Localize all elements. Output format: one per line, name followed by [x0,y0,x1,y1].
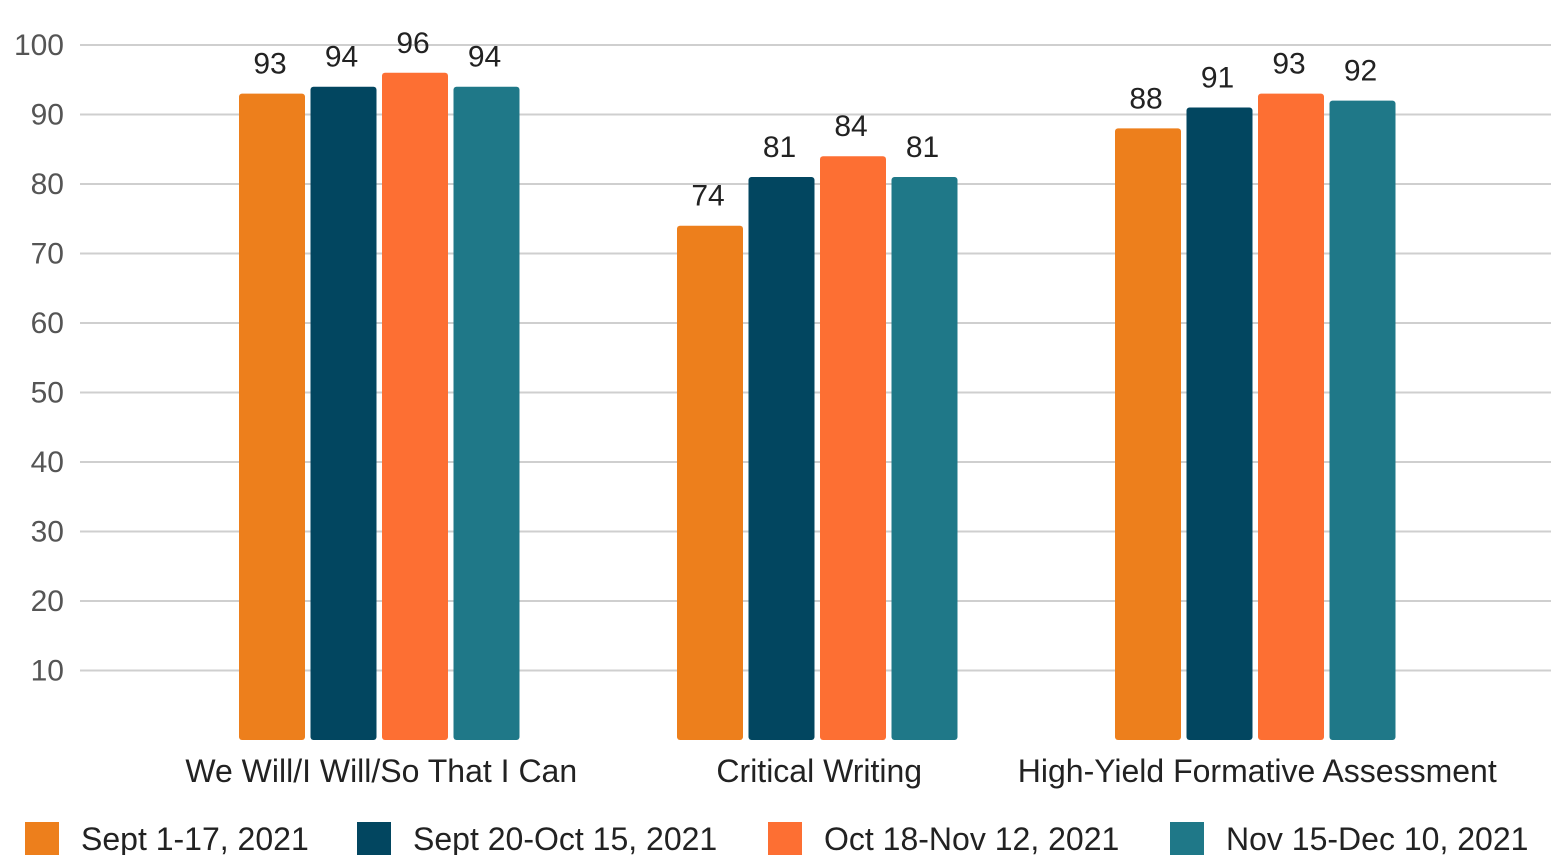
bar [1258,94,1324,740]
data-label: 96 [396,27,429,60]
data-label: 94 [468,41,501,74]
y-axis-ticks: 10 20 30 40 50 60 70 80 90 100 [14,29,64,688]
y-tick-label: 40 [31,446,64,479]
bar [749,177,815,740]
bars [239,73,1396,740]
bar [382,73,448,740]
y-tick-label: 60 [31,307,64,340]
data-label: 93 [253,48,286,81]
data-label: 94 [325,41,358,74]
bar [1330,101,1396,740]
legend-label: Sept 1-17, 2021 [81,821,309,855]
legend-label: Oct 18-Nov 12, 2021 [824,821,1119,855]
y-tick-label: 80 [31,168,64,201]
legend-label: Sept 20-Oct 15, 2021 [413,821,717,855]
data-label: 92 [1344,55,1377,88]
x-category-label: Critical Writing [716,753,922,789]
data-label: 81 [906,131,939,164]
bar [239,94,305,740]
y-tick-label: 10 [31,655,64,688]
x-axis-category-labels: We Will/I Will/So That I Can Critical Wri… [185,753,1497,789]
legend-swatch [1170,822,1204,855]
bar [454,87,520,740]
bar [892,177,958,740]
legend-swatch [25,822,59,855]
y-tick-label: 90 [31,99,64,132]
y-tick-label: 100 [14,29,64,62]
data-label: 93 [1272,48,1305,81]
bar [677,226,743,740]
bar [820,156,886,740]
legend-label: Nov 15-Dec 10, 2021 [1226,821,1528,855]
legend-swatch [768,822,802,855]
bar [1115,128,1181,740]
bar [311,87,377,740]
x-category-label: We Will/I Will/So That I Can [185,753,577,789]
y-tick-label: 50 [31,377,64,410]
data-label: 74 [691,180,724,213]
data-label: 88 [1129,82,1162,115]
y-tick-label: 70 [31,238,64,271]
x-category-label: High-Yield Formative Assessment [1018,753,1497,789]
data-label: 81 [763,131,796,164]
y-tick-label: 30 [31,516,64,549]
data-label: 84 [834,110,867,143]
legend: Sept 1-17, 2021 Sept 20-Oct 15, 2021 Oct 1… [25,821,1528,855]
data-label: 91 [1201,62,1234,95]
y-tick-label: 20 [31,585,64,618]
legend-swatch [357,822,391,855]
bar [1187,108,1253,740]
